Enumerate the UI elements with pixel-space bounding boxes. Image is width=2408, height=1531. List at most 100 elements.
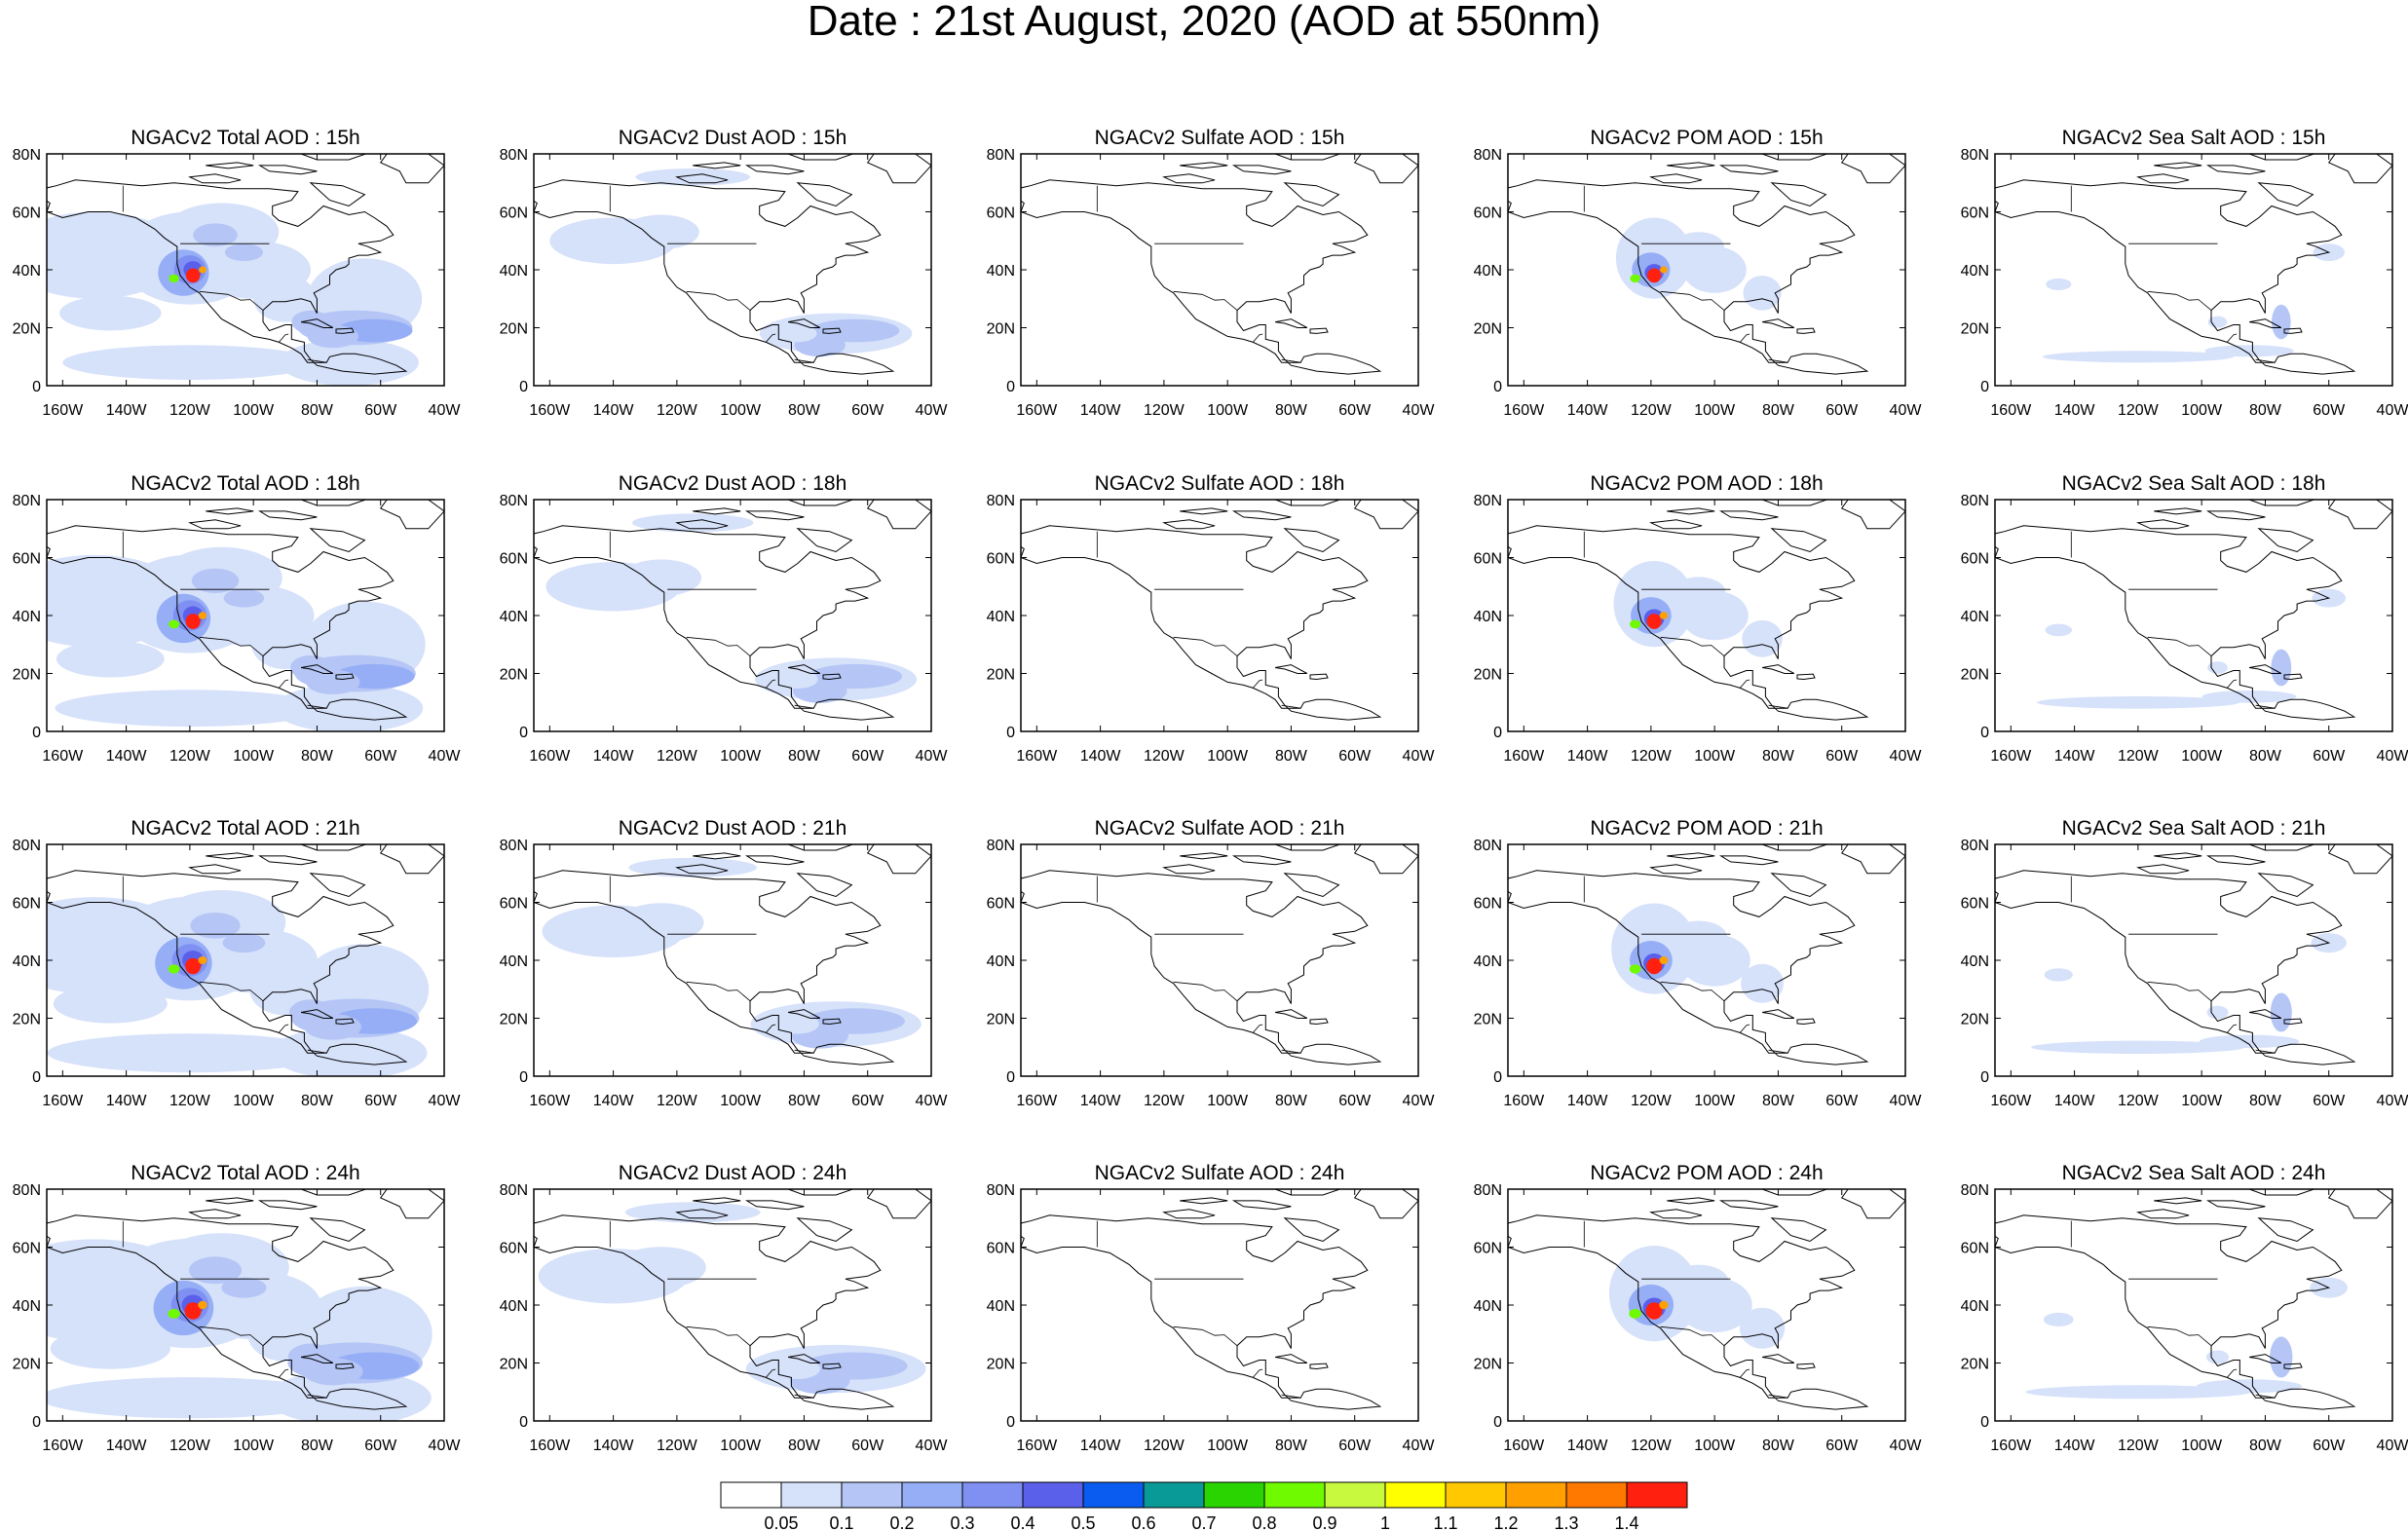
lat-tick-label: 20N bbox=[13, 321, 41, 338]
lon-tick-label: 60W bbox=[851, 1093, 884, 1109]
country-border bbox=[199, 636, 264, 656]
arctic-island bbox=[1761, 154, 1829, 161]
colorbar-label: 0.2 bbox=[889, 1513, 914, 1531]
colorbar-swatch bbox=[901, 1481, 963, 1509]
lon-tick-label: 120W bbox=[657, 1093, 698, 1109]
country-border bbox=[794, 358, 814, 363]
lat-tick-label: 0 bbox=[519, 725, 528, 741]
arctic-island bbox=[2205, 855, 2266, 866]
map-panel-pom-2: 160W 140W 120W 100W 80W 60W 40W 0 20N 40N 60N 80N NG… bbox=[1474, 472, 1923, 765]
lon-tick-label: 40W bbox=[429, 402, 462, 419]
aod-region bbox=[190, 913, 241, 939]
lon-tick-label: 40W bbox=[2377, 748, 2408, 765]
arctic-island bbox=[796, 873, 853, 898]
aod-region bbox=[1630, 274, 1640, 283]
aod-region bbox=[287, 1343, 333, 1371]
arctic-island bbox=[300, 154, 368, 161]
aod-field bbox=[534, 154, 931, 375]
arctic-island bbox=[257, 855, 318, 866]
arctic-island bbox=[2327, 154, 2392, 184]
lon-tick-label: 60W bbox=[1825, 1438, 1859, 1454]
lon-tick-label: 160W bbox=[1503, 748, 1545, 765]
arctic-island bbox=[2154, 507, 2202, 515]
lon-tick-label: 160W bbox=[529, 1438, 571, 1454]
aod-region bbox=[2197, 1379, 2303, 1394]
aod-field bbox=[534, 844, 931, 1065]
lon-tick-label: 80W bbox=[2249, 1093, 2282, 1109]
arctic-island bbox=[1770, 528, 1827, 553]
aod-region bbox=[1630, 619, 1641, 629]
arctic-island bbox=[2327, 1189, 2392, 1219]
country-border bbox=[686, 636, 751, 656]
aod-region bbox=[1680, 590, 1749, 641]
lon-tick-label: 140W bbox=[106, 1438, 148, 1454]
lat-tick-label: 20N bbox=[13, 1012, 41, 1028]
aod-region bbox=[270, 1027, 428, 1076]
aod-region bbox=[191, 568, 240, 593]
aod-region bbox=[618, 903, 704, 943]
aod-field bbox=[1021, 844, 1418, 1065]
hispaniola-outline bbox=[2283, 327, 2303, 334]
coastline bbox=[47, 1214, 408, 1410]
coastline bbox=[534, 525, 895, 721]
hispaniola-outline bbox=[1309, 1363, 1329, 1370]
cuba-outline bbox=[1275, 1354, 1308, 1363]
lon-tick-label: 80W bbox=[301, 1093, 334, 1109]
lon-tick-label: 60W bbox=[851, 748, 884, 765]
lat-tick-label: 20N bbox=[500, 1012, 528, 1028]
lon-tick-label: 120W bbox=[657, 402, 698, 419]
lat-tick-label: 0 bbox=[1493, 1069, 1502, 1086]
lon-tick-label: 60W bbox=[851, 1438, 884, 1454]
aod-region bbox=[2043, 351, 2234, 363]
lat-tick-label: 80N bbox=[987, 838, 1015, 854]
aod-region bbox=[185, 614, 201, 629]
country-border bbox=[307, 358, 327, 363]
lat-tick-label: 20N bbox=[500, 1357, 528, 1373]
panel-title: NGACv2 POM AOD : 21h bbox=[1590, 817, 1823, 840]
arctic-island bbox=[1770, 182, 1827, 207]
lat-tick-label: 60N bbox=[1961, 1241, 1989, 1257]
colorbar-swatch bbox=[780, 1481, 843, 1509]
aod-region bbox=[621, 559, 702, 597]
arctic-island bbox=[206, 507, 254, 515]
lon-tick-label: 80W bbox=[788, 748, 821, 765]
country-border bbox=[794, 1394, 814, 1399]
colorbar-swatch bbox=[1565, 1481, 1628, 1509]
lat-tick-label: 60N bbox=[500, 1241, 528, 1257]
coastline bbox=[1021, 525, 1382, 721]
aod-region bbox=[1676, 1277, 1752, 1333]
cuba-outline bbox=[1762, 1009, 1795, 1019]
arctic-island bbox=[2205, 510, 2266, 521]
aod-region bbox=[1646, 957, 1663, 975]
panel-title: NGACv2 Sulfate AOD : 18h bbox=[1095, 472, 1345, 495]
aod-region bbox=[631, 513, 754, 533]
aod-region bbox=[774, 1359, 821, 1379]
country-border bbox=[1281, 1049, 1301, 1054]
coastline bbox=[1021, 179, 1382, 375]
lon-tick-label: 60W bbox=[2313, 402, 2346, 419]
aod-region bbox=[2201, 691, 2297, 703]
lat-tick-label: 20N bbox=[1961, 1012, 1989, 1028]
arctic-island bbox=[1274, 154, 1342, 161]
panel-title: NGACv2 Total AOD : 15h bbox=[131, 127, 359, 149]
cuba-outline bbox=[1275, 318, 1308, 328]
lat-tick-label: 0 bbox=[1493, 725, 1502, 741]
lon-tick-label: 80W bbox=[301, 1438, 334, 1454]
colorbar-label: 1.1 bbox=[1433, 1513, 1457, 1531]
lon-tick-label: 60W bbox=[1825, 402, 1859, 419]
arctic-island bbox=[206, 852, 254, 860]
lat-tick-label: 80N bbox=[13, 1182, 41, 1199]
aod-field bbox=[47, 500, 444, 731]
aod-region bbox=[628, 857, 757, 878]
lat-tick-label: 0 bbox=[32, 1069, 41, 1086]
arctic-island bbox=[866, 844, 931, 875]
arctic-island bbox=[866, 1189, 931, 1219]
panel-title: NGACv2 Sulfate AOD : 21h bbox=[1095, 817, 1345, 840]
country-border bbox=[765, 333, 776, 343]
aod-region bbox=[1629, 964, 1641, 974]
arctic-island bbox=[1761, 844, 1829, 851]
aod-region bbox=[2046, 278, 2072, 290]
lon-tick-label: 40W bbox=[1403, 1093, 1436, 1109]
aod-region bbox=[198, 612, 207, 619]
aod-region bbox=[1659, 956, 1669, 964]
